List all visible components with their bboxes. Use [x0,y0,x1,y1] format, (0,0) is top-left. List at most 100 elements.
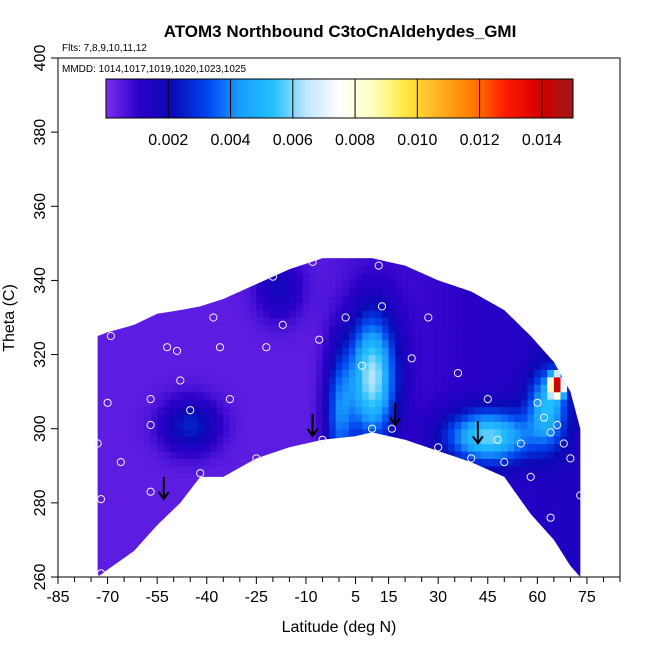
colorbar-segment [152,79,156,118]
heatmap-cell [375,517,383,526]
heatmap-cell [329,532,337,541]
colorbar-segment [150,79,154,118]
heatmap-cell [607,503,614,511]
heatmap-cell [78,481,85,489]
heatmap-cell [454,458,462,467]
heatmap-cell [97,569,105,577]
heatmap-cell [368,532,376,541]
heatmap-cell [388,384,396,393]
heatmap-cell [547,413,555,422]
x-tick-label: 30 [429,589,447,606]
heatmap-cell [276,510,284,519]
heatmap-cell [104,384,112,393]
heatmap-cell [97,391,99,400]
heatmap-cell [355,465,363,474]
heatmap-cell [117,354,125,363]
heatmap-cell [256,554,264,563]
heatmap-cell [183,369,191,378]
heatmap-cell [315,302,324,311]
heatmap-cell [395,480,403,489]
heatmap-cell [342,458,350,467]
heatmap-cell [487,273,495,282]
heatmap-cell [117,280,125,289]
heatmap-cell [527,517,535,526]
heatmap-cell [157,347,165,356]
heatmap-cell [229,480,238,489]
heatmap-cell [368,450,376,459]
heatmap-cell [65,540,72,548]
heatmap-cell [256,258,264,267]
heatmap-cell [368,413,376,422]
heatmap-cell [143,532,152,541]
heatmap-cell [534,569,542,577]
heatmap-cell [78,436,85,444]
heatmap-cell [421,332,429,341]
heatmap-cell [500,339,509,348]
heatmap-cell [587,444,594,452]
heatmap-cell [143,302,152,311]
colorbar-segment [422,79,426,118]
heatmap-cell [289,488,297,497]
heatmap-cell [276,354,284,363]
heatmap-cell [500,436,509,445]
heatmap-cell [249,569,257,577]
heatmap-cell [355,391,363,400]
heatmap-cell [454,391,462,400]
heatmap-cell [474,532,482,541]
heatmap-cell [335,302,343,311]
heatmap-cell [481,517,489,526]
heatmap-cell [243,488,251,497]
heatmap-cell [157,243,164,251]
heatmap-cell [388,258,396,267]
heatmap-cell [163,428,171,437]
heatmap-cell [143,258,152,267]
heatmap-cell [243,324,251,333]
heatmap-cell [494,502,502,511]
heatmap-cell [289,339,297,348]
heatmap-cell [329,354,337,363]
heatmap-cell [143,347,152,356]
heatmap-cell [567,376,575,385]
heatmap-cell [269,517,277,526]
heatmap-cell [434,539,443,548]
heatmap-cell [58,295,65,303]
heatmap-cell [467,510,476,519]
heatmap-cell [243,369,251,378]
heatmap-cell [428,310,436,319]
heatmap-cell [487,287,495,296]
heatmap-cell [309,317,317,326]
heatmap-cell [137,376,145,385]
heatmap-cell [481,317,489,326]
heatmap-cell [97,265,105,274]
heatmap-cell [335,332,343,341]
heatmap-cell [104,302,112,311]
heatmap-cell [150,517,158,526]
heatmap-cell [401,332,410,341]
colorbar-segment [292,79,296,118]
heatmap-cell [494,369,502,378]
heatmap-cell [580,243,587,251]
observation-point [186,406,195,415]
heatmap-cell [567,361,575,370]
heatmap-cell [540,339,548,348]
heatmap-cell [362,577,369,585]
heatmap-cell [540,280,548,289]
heatmap-cell [322,399,330,408]
heatmap-cell [547,295,555,304]
colorbar-segment [318,79,322,118]
heatmap-cell [381,517,390,526]
heatmap-cell [256,465,264,474]
heatmap-cell [355,539,363,548]
heatmap-cell [567,584,574,592]
heatmap-cell [78,369,85,377]
heatmap-cell [342,488,350,497]
heatmap-cell [97,554,105,563]
heatmap-cell [117,465,125,474]
heatmap-cell [467,265,476,274]
heatmap-cell [223,421,231,430]
heatmap-cell [375,317,383,326]
heatmap-cell [335,273,343,282]
heatmap-cell [223,569,231,577]
heatmap-cell [448,310,456,319]
heatmap-cell [131,243,138,251]
